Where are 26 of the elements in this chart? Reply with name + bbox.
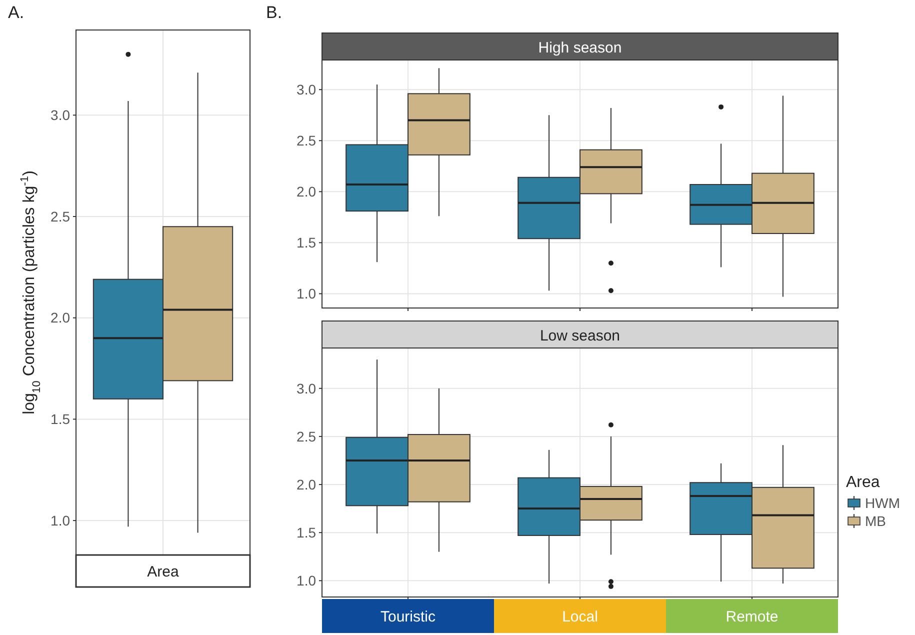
x-axis-title: Area — [147, 563, 180, 580]
legend-label: MB — [865, 512, 886, 529]
chart-title: High season — [538, 39, 622, 56]
y-tick-label: 2.0 — [296, 184, 316, 200]
y-tick-label: 3.0 — [296, 81, 316, 98]
y-tick-label: 3.0 — [296, 380, 316, 396]
y-tick-label: 1.0 — [50, 512, 70, 528]
x-tick-label: Touristic — [380, 608, 436, 626]
y-tick-label: 2.5 — [296, 428, 316, 444]
y-tick-label: 1.5 — [50, 411, 70, 428]
y-tick-label: 2.0 — [50, 310, 70, 326]
text: B. — [266, 3, 282, 22]
x-tick-label: Remote — [726, 608, 778, 626]
legend-label: HWM — [865, 494, 900, 511]
y-tick-label: 1.5 — [296, 234, 316, 251]
y-tick-label: 1.5 — [296, 524, 316, 540]
y-tick-label: 2.0 — [296, 476, 316, 492]
y-tick-label: 1.0 — [296, 572, 316, 589]
chart-title: Low season — [540, 327, 620, 344]
y-tick-label: 2.5 — [50, 208, 70, 224]
legend-title: Area — [846, 474, 880, 491]
x-tick-label: Local — [562, 608, 598, 626]
y-tick-label: 1.0 — [296, 286, 316, 302]
y-tick-label: 2.5 — [296, 132, 316, 149]
y-tick-label: 3.0 — [50, 107, 70, 124]
chart-title: A. — [8, 3, 24, 22]
